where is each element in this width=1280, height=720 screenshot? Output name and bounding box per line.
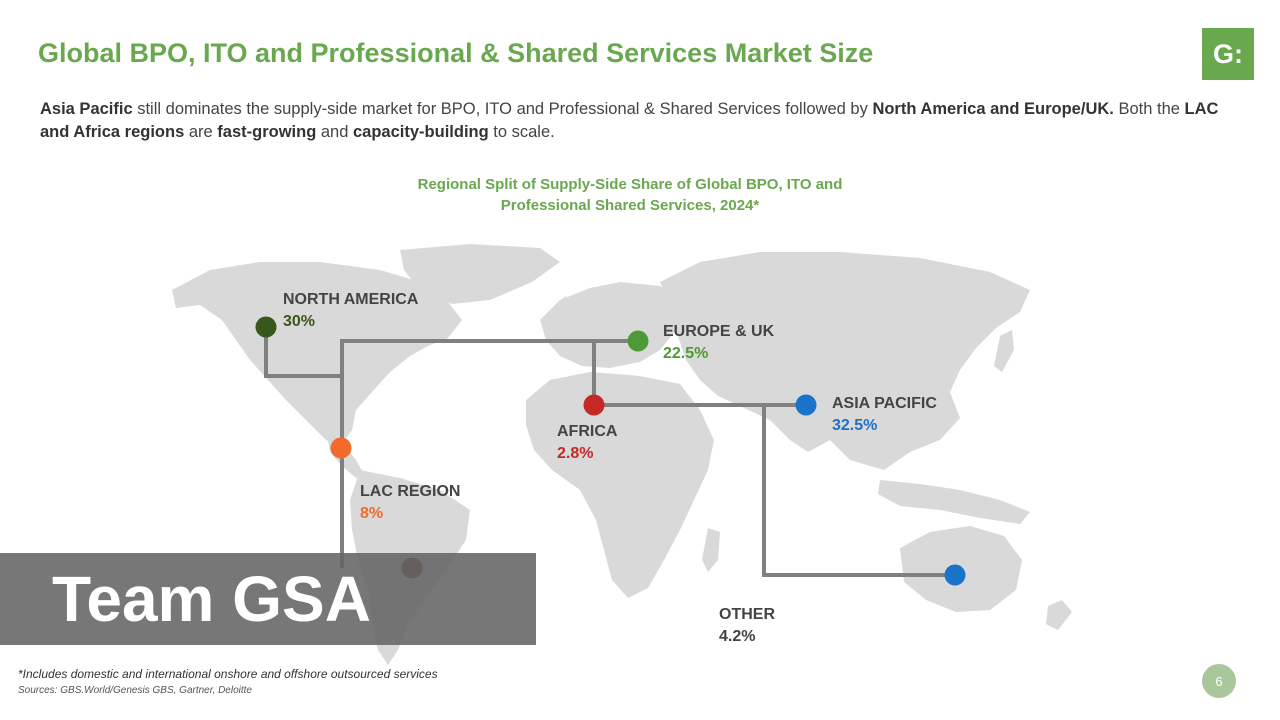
intro-paragraph: Asia Pacific still dominates the supply-…	[40, 100, 1219, 141]
footnote: *Includes domestic and international ons…	[18, 667, 438, 681]
connector-americas-trunk	[340, 339, 638, 568]
landmass-greenland	[400, 244, 560, 304]
landmass-africa	[526, 372, 714, 598]
page-number: 6	[1202, 664, 1236, 698]
connector-lines	[264, 327, 955, 577]
marker-north-america	[255, 316, 277, 338]
marker-lac-region	[330, 437, 352, 459]
landmass-north-america	[172, 262, 462, 446]
landmass-asia	[660, 252, 1030, 470]
landmass-madagascar	[702, 528, 720, 572]
landmass-uk	[556, 296, 572, 330]
landmass-southeast-asia	[878, 480, 1030, 524]
map-title: Regional Split of Supply-Side Share of G…	[330, 174, 930, 216]
team-gsa-watermark: Team GSA	[0, 553, 536, 645]
landmass-new-zealand	[1046, 600, 1072, 630]
landmass-japan	[994, 330, 1014, 372]
marker-asia-pacific	[795, 394, 817, 416]
label-europe-uk: EUROPE & UK 22.5%	[663, 323, 775, 362]
page-title: Global BPO, ITO and Professional & Share…	[38, 38, 874, 68]
label-north-america: NORTH AMERICA 30%	[283, 291, 419, 330]
label-africa: AFRICA 2.8%	[557, 423, 618, 462]
label-lac-region: LAC REGION 8%	[360, 483, 461, 522]
connector-other	[762, 405, 955, 577]
map-title-line-1: Regional Split of Supply-Side Share of G…	[417, 176, 843, 193]
label-other: OTHER 4.2%	[719, 606, 775, 645]
marker-other	[944, 564, 966, 586]
marker-africa	[583, 394, 605, 416]
world-landmass	[172, 244, 1072, 665]
marker-europe-uk	[627, 330, 649, 352]
connector-north-america	[264, 327, 342, 378]
sources-note: Sources: GBS.World/Genesis GBS, Gartner,…	[18, 685, 252, 696]
label-asia-pacific: ASIA PACIFIC 32.5%	[832, 395, 937, 434]
company-logo: G:	[1202, 28, 1254, 80]
map-title-line-2: Professional Shared Services, 2024*	[500, 197, 760, 214]
